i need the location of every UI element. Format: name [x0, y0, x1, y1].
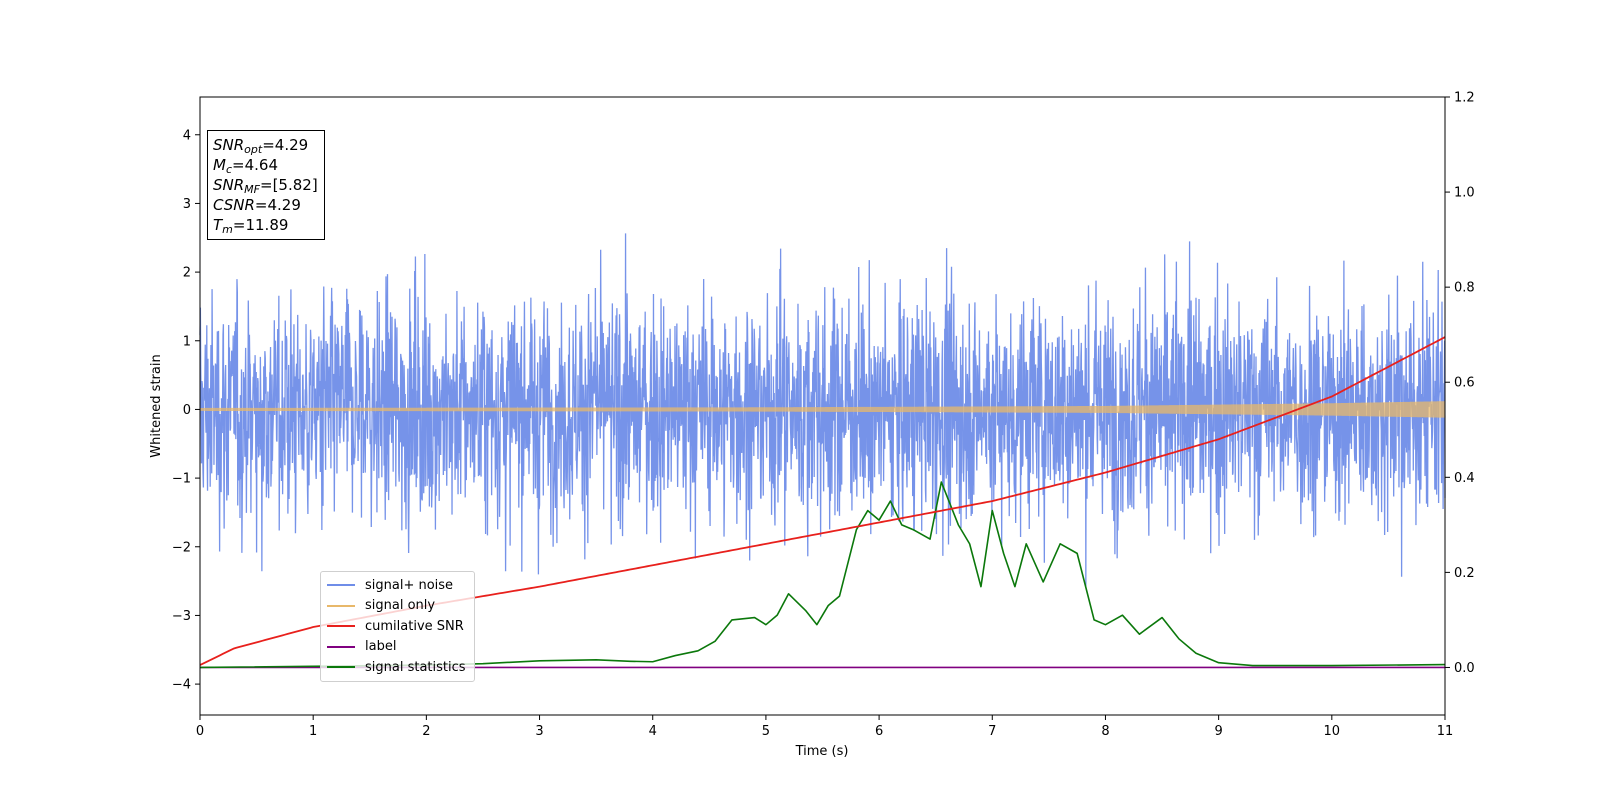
y-right-tick-label: 0.2 [1454, 566, 1475, 581]
y-tick-label: 4 [183, 128, 191, 143]
x-tick-label: 11 [1437, 724, 1454, 739]
y-tick-label: −2 [172, 540, 191, 555]
legend-item: signal only [327, 596, 466, 617]
legend-item: signal+ noise [327, 575, 466, 596]
snr-opt-line: SNRopt=4.29 [213, 136, 309, 156]
mc-line: Mc=4.64 [213, 156, 278, 176]
legend-label: signal+ noise [365, 577, 454, 593]
legend-swatch [327, 666, 355, 669]
x-tick-label: 9 [1214, 724, 1222, 739]
y-right-tick-label: 1.0 [1454, 186, 1475, 201]
x-axis-label: Time (s) [795, 744, 849, 759]
signal-only-line [199, 401, 1446, 418]
legend-item: label [327, 637, 466, 658]
legend: signal+ noise signal only cumilative SNR… [320, 571, 475, 682]
y-axis-left: 4 3 2 1 0 −1 −2 −3 −4 [172, 128, 200, 693]
x-tick-label: 1 [309, 724, 317, 739]
legend-item: cumilative SNR [327, 616, 466, 637]
legend-item: signal statistics [327, 657, 466, 678]
legend-label: cumilative SNR [365, 618, 464, 634]
tm-line: Tm=11.89 [213, 216, 289, 236]
x-tick-label: 0 [196, 724, 204, 739]
legend-swatch [327, 584, 355, 587]
snr-mf-line: SNRMF=[5.82] [213, 176, 318, 196]
legend-swatch [327, 645, 355, 648]
x-tick-label: 4 [649, 724, 657, 739]
x-tick-label: 6 [875, 724, 883, 739]
y-tick-label: 1 [183, 334, 191, 349]
y-right-tick-label: 1.2 [1454, 91, 1475, 106]
signal-only-series [199, 401, 1446, 418]
legend-label: signal only [365, 598, 436, 614]
x-tick-label: 3 [535, 724, 543, 739]
csnr-line: CSNR=4.29 [213, 196, 301, 214]
legend-label: signal statistics [365, 659, 466, 675]
legend-swatch [327, 604, 355, 607]
y-tick-label: −1 [172, 472, 191, 487]
x-tick-label: 8 [1101, 724, 1109, 739]
signal-noise-series [199, 233, 1446, 587]
x-tick-label: 2 [422, 724, 430, 739]
y-tick-label: −3 [172, 609, 191, 624]
legend-label: label [365, 639, 397, 655]
y-axis-label: Whitened strain [149, 354, 164, 457]
y-right-tick-label: 0.6 [1454, 376, 1475, 391]
signal-noise-line [199, 233, 1446, 587]
y-right-tick-label: 0.4 [1454, 471, 1475, 486]
y-tick-label: 2 [183, 266, 191, 281]
y-tick-label: −4 [172, 678, 191, 693]
y-right-tick-label: 0.8 [1454, 281, 1475, 296]
x-axis: 0 1 2 3 4 5 6 7 8 9 10 11 [196, 715, 1453, 739]
y-tick-label: 3 [183, 197, 191, 212]
signal-statistics-line [199, 481, 1446, 669]
snr-info-box: SNRopt=4.29 Mc=4.64 SNRMF=[5.82] CSNR=4.… [207, 130, 325, 240]
plot-frame [199, 96, 1446, 716]
y-tick-label: 0 [183, 403, 191, 418]
y-right-tick-label: 0.0 [1454, 661, 1475, 676]
legend-swatch [327, 625, 355, 628]
x-tick-label: 7 [988, 724, 996, 739]
y-axis-right: 0.0 0.2 0.4 0.6 0.8 1.0 1.2 [1445, 91, 1475, 676]
x-tick-label: 5 [762, 724, 770, 739]
x-tick-label: 10 [1324, 724, 1341, 739]
